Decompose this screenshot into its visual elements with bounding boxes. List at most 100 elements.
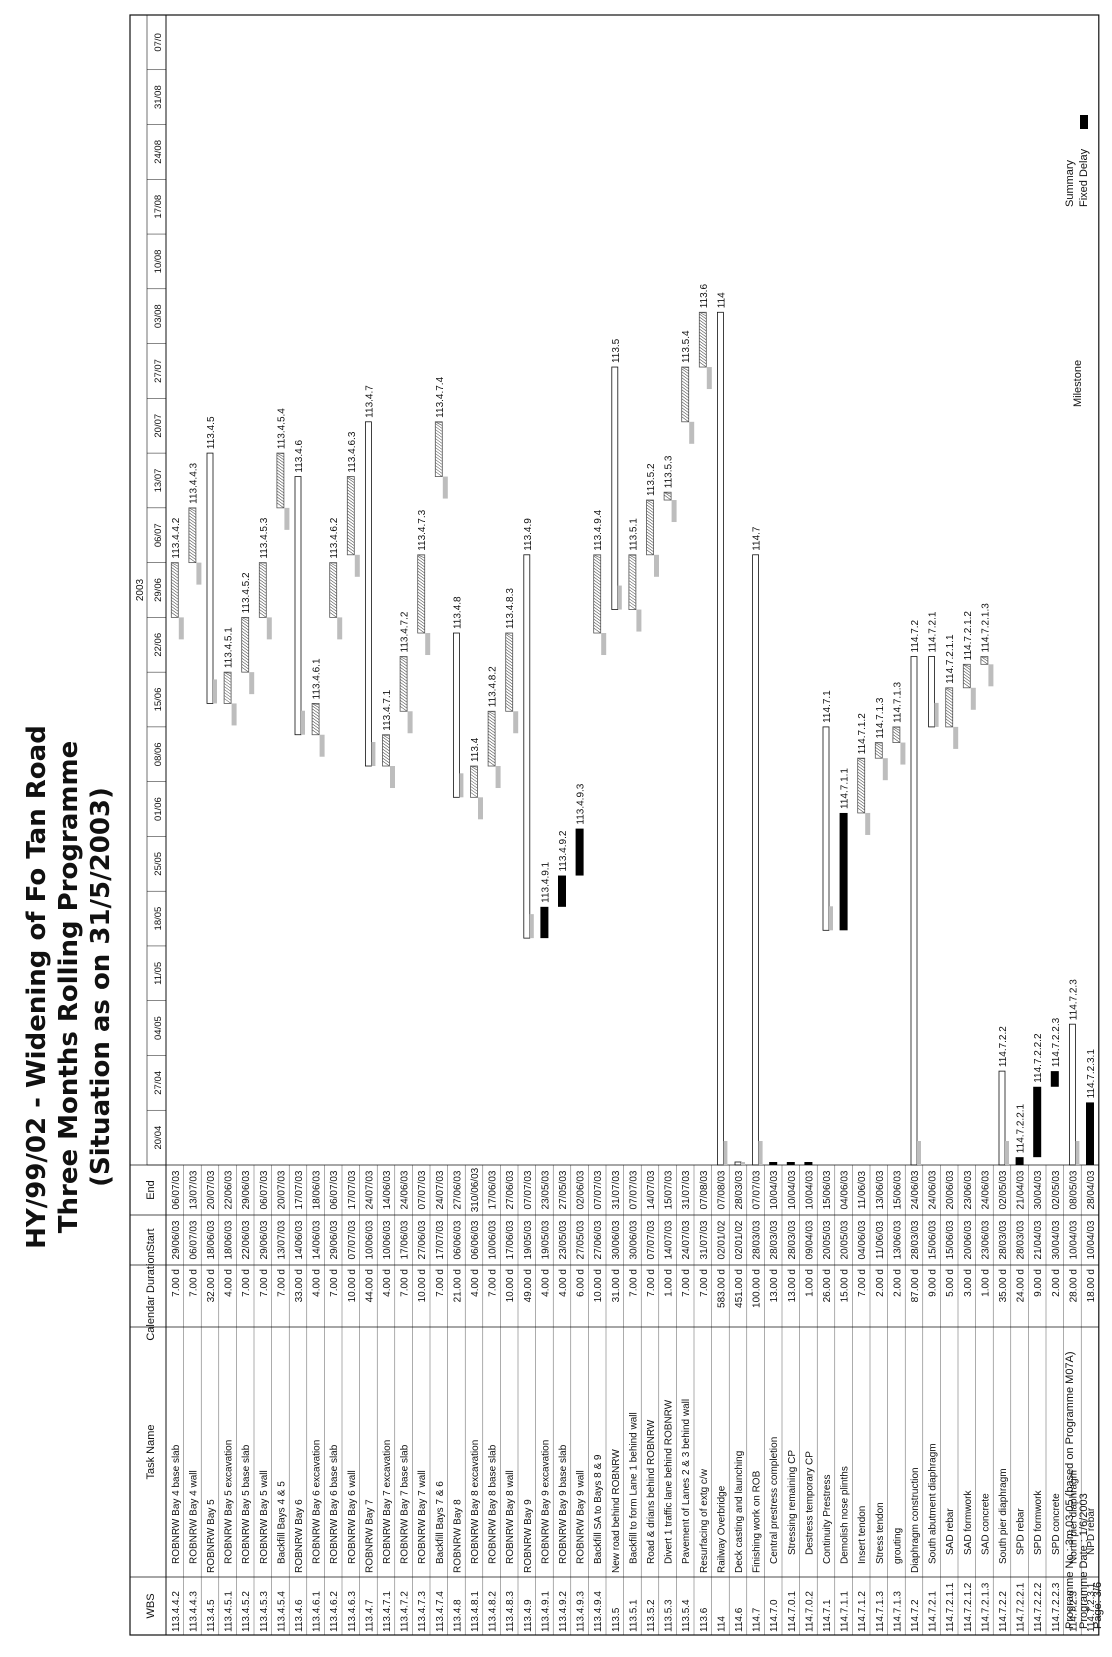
baseline-bar [319, 734, 325, 757]
task-bar-hatch [311, 726, 320, 732]
task-bar-hatch [593, 573, 601, 580]
summary-bar [294, 476, 302, 736]
task-bar-hatch [329, 600, 337, 606]
baseline-bar [900, 742, 906, 765]
task-bar-hatch [487, 727, 496, 734]
task-bar-hatch [593, 606, 601, 613]
baseline-bar [196, 562, 202, 585]
row-wbs: 113.6 [699, 1607, 710, 1632]
row-duration: 7.00 d [276, 1269, 287, 1297]
task-bar-hatch [417, 576, 425, 583]
task-bar-hatch [487, 733, 496, 740]
task-bar-hatch [276, 463, 285, 470]
row-end: 27/06/03 [505, 1170, 516, 1209]
task-bar-hatch [347, 525, 355, 532]
baseline-bar [636, 609, 642, 632]
task-bar-hatch [857, 792, 865, 799]
row-duration: 7.00 d [259, 1269, 270, 1297]
task-bar-hatch [435, 459, 443, 465]
row-wbs: 113.4.7 [364, 1599, 375, 1632]
task-bar-hatch [470, 792, 478, 798]
task-bar-hatch [188, 509, 197, 515]
row-end: 07/07/03 [593, 1170, 604, 1209]
task-bar-hatch [241, 645, 249, 652]
baseline-bar [865, 812, 871, 835]
row-task-name: Stress tendon [875, 1502, 886, 1564]
row-task-name: Pavement of Lanes 2 & 3 behind wall [681, 1399, 692, 1564]
task-bar-hatch [276, 481, 285, 488]
row-wbs: 114.7.1.3 [875, 1591, 886, 1632]
task-bar-hatch [945, 715, 953, 722]
task-bar-hatch [505, 694, 513, 700]
task-bar-hatch [276, 484, 285, 491]
row-end: 07/08/03 [699, 1170, 710, 1209]
task-bar-hatch [399, 656, 408, 661]
task-bar-hatch [857, 762, 865, 769]
task-bar-hatch [857, 798, 865, 805]
task-bar-hatch [435, 450, 443, 456]
row-wbs: 113.5.2 [646, 1599, 657, 1632]
row-wbs: 113.4.6.3 [347, 1591, 358, 1632]
row-start: 10/06/03 [382, 1220, 393, 1259]
bar-label: 113.4.8 [452, 596, 463, 629]
baseline-bar [442, 476, 448, 499]
row-duration: 4.00 d [312, 1269, 323, 1297]
row-wbs: 113.4.5 [206, 1599, 217, 1632]
task-bar-hatch [188, 524, 197, 530]
task-bar-hatch [699, 343, 707, 350]
task-bar-hatch [171, 588, 179, 594]
task-bar-hatch [487, 739, 496, 746]
row-duration: 7.00 d [646, 1269, 657, 1297]
task-bar-hatch [646, 522, 654, 529]
row-wbs: 113.4.5.1 [224, 1591, 235, 1632]
task-bar-hatch [382, 745, 390, 752]
row-task-name: SPD formwork [1033, 1490, 1044, 1555]
row-duration: 49.00 d [523, 1269, 534, 1302]
row-end: 28/04/03 [1086, 1170, 1097, 1209]
baseline-bar [934, 702, 939, 727]
task-bar-hatch [347, 477, 355, 484]
end-header: End [145, 1180, 157, 1200]
row-task-name: ROBNRW Bay 7 excavation [382, 1440, 393, 1564]
task-bar-hatch [417, 609, 425, 616]
task-bar-hatch [435, 471, 443, 477]
task-bar-hatch [628, 601, 637, 607]
programme-date: Programme Date : 1/6/2003 [1078, 1493, 1090, 1629]
row-start: 06/07/03 [188, 1220, 199, 1259]
task-bar-hatch [945, 687, 953, 692]
row-start: 30/06/03 [611, 1220, 622, 1259]
task-bar-hatch [593, 591, 601, 598]
row-duration: 26.00 d [822, 1269, 833, 1302]
row-start: 04/06/03 [857, 1220, 868, 1259]
task-bar-hatch [505, 691, 513, 697]
bar-label: 113.4.8.2 [488, 666, 499, 707]
task-bar-hatch [681, 401, 689, 408]
summary-bar [206, 452, 214, 704]
task-bar-hatch [399, 685, 408, 691]
row-wbs: 114.7.1 [822, 1599, 833, 1632]
row-end: 07/07/03 [752, 1170, 763, 1209]
task-bar [646, 499, 654, 556]
row-start: 17/06/03 [505, 1220, 516, 1259]
task-bar-hatch [628, 565, 637, 571]
task-bar-hatch [963, 673, 971, 680]
row-start: 14/07/03 [664, 1220, 675, 1259]
timeline-week-label: 04/05 [153, 1016, 164, 1040]
row-duration: 32.00 d [206, 1269, 217, 1302]
bar-label: 114.7 [752, 526, 763, 551]
task-bar-hatch [699, 322, 707, 329]
task-bar-hatch [241, 654, 249, 661]
timeline-week-label: 22/06 [153, 633, 164, 657]
timeline-week-label: 11/05 [153, 962, 164, 985]
row-duration: 4.00 d [558, 1269, 569, 1297]
task-bar-hatch [188, 554, 197, 560]
task-bar-hatch [188, 539, 197, 545]
task-bar-hatch [646, 531, 654, 538]
task-bar-hatch [699, 316, 707, 323]
task-bar-hatch [963, 676, 971, 683]
row-task-name: Backfill Bays 7 & 6 [435, 1481, 446, 1564]
task-bar-hatch [171, 564, 179, 570]
task-bar-hatch [593, 561, 601, 568]
bar-label: 113.5.1 [628, 518, 639, 551]
